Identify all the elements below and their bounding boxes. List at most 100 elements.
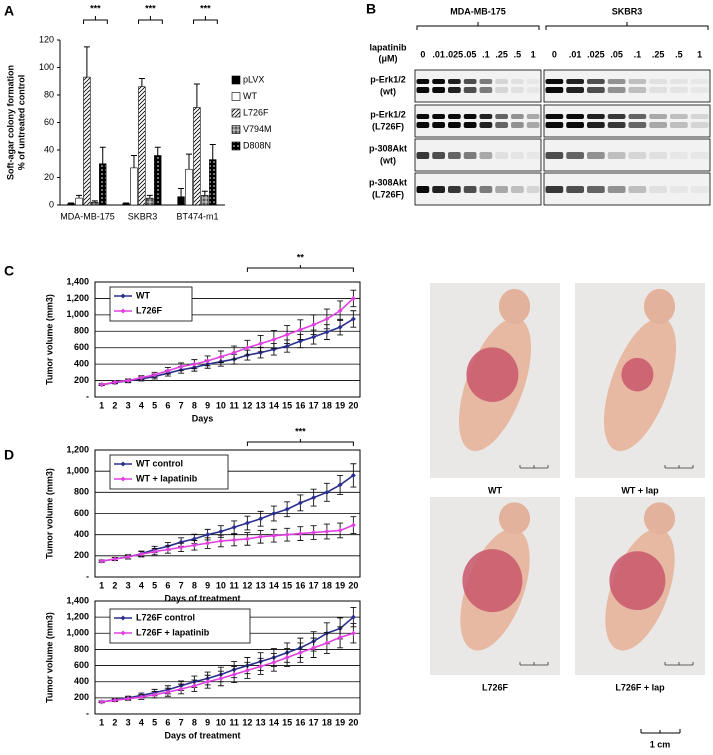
point (218, 528, 224, 534)
band (690, 186, 709, 193)
point (311, 530, 317, 536)
point (271, 533, 277, 539)
error-bar (146, 194, 153, 199)
band (479, 122, 493, 128)
point (284, 532, 290, 538)
band (511, 79, 524, 84)
band (607, 87, 626, 93)
y-tick-label: 20 (44, 172, 54, 182)
x-tick-label: 19 (335, 580, 345, 590)
significance-bracket (138, 16, 163, 24)
band (649, 186, 667, 193)
concentration-label: .25 (652, 49, 665, 59)
point (350, 472, 356, 478)
point (152, 549, 158, 555)
x-tick-label: 18 (322, 400, 332, 410)
y-tick-label: 40 (44, 144, 54, 154)
x-tick-label: 10 (216, 717, 226, 727)
band (463, 152, 477, 159)
band (432, 79, 445, 84)
band (690, 122, 709, 128)
x-tick-label: 1 (99, 400, 104, 410)
legend-marker (120, 476, 126, 482)
tumor (609, 551, 666, 611)
row-label: p-Erk1/2 (370, 109, 406, 119)
concentration-label: .1 (634, 49, 642, 59)
legend-marker (120, 308, 126, 314)
band (566, 186, 584, 193)
legend-box (109, 608, 251, 644)
blot-frame (543, 104, 711, 138)
band (479, 152, 493, 159)
legend-label: WT control (136, 458, 183, 468)
band (649, 87, 667, 93)
band (479, 87, 493, 93)
y-tick-label: 800 (74, 487, 89, 497)
band (511, 186, 524, 193)
x-tick-label: 20 (348, 580, 358, 590)
y-tick-label: 400 (74, 676, 89, 686)
row-label: (wt) (380, 86, 396, 96)
band (416, 152, 430, 159)
point (191, 542, 197, 548)
legend-marker (120, 630, 126, 636)
concentration-label: 1 (697, 49, 702, 59)
concentration-label: 0 (420, 49, 425, 59)
concentration-label: .25 (495, 49, 508, 59)
error-bar (185, 153, 192, 170)
point (99, 699, 105, 705)
concentration-label: .05 (464, 49, 477, 59)
band (649, 152, 667, 159)
x-tick-label: 4 (139, 717, 144, 727)
row-label: p-308Akt (369, 177, 407, 187)
y-axis-title: % of untreated control (16, 75, 26, 171)
point (205, 540, 211, 546)
point (258, 663, 264, 669)
tumor (462, 549, 523, 613)
cell-line-bracket (416, 22, 540, 30)
x-tick-label: 4 (139, 400, 144, 410)
x-tick-label: 17 (309, 717, 319, 727)
x-tick-label: 1 (99, 580, 104, 590)
point (205, 358, 211, 364)
band (432, 114, 445, 119)
blot-frame (543, 69, 711, 103)
error-bar (154, 146, 161, 156)
plot-frame (94, 281, 361, 398)
band (628, 152, 647, 159)
photo-scale-bar (519, 465, 549, 469)
x-tick-label: 15 (282, 400, 292, 410)
x-tick-label: 6 (165, 400, 170, 410)
point (244, 345, 250, 351)
panel-label: C (4, 263, 14, 279)
concentration-label: .01 (432, 49, 445, 59)
x-tick-label: 1 (99, 717, 104, 727)
band (587, 122, 605, 128)
point (350, 614, 356, 620)
mouse-head (498, 288, 531, 324)
photo-scale-bar (664, 465, 694, 469)
band (463, 79, 477, 84)
band (628, 114, 647, 119)
point (350, 630, 356, 636)
x-tick-label: 10 (216, 400, 226, 410)
error-bar (193, 83, 200, 108)
point (165, 368, 171, 374)
point (191, 361, 197, 367)
point (112, 379, 118, 385)
point (152, 692, 158, 698)
x-tick-label: 11 (229, 400, 239, 410)
concentration-label: .025 (587, 49, 605, 59)
x-tick-label: 20 (348, 717, 358, 727)
band (416, 122, 430, 128)
bar (130, 167, 138, 206)
point (178, 544, 184, 550)
x-tick-label: 7 (179, 580, 184, 590)
x-tick-label: 2 (112, 717, 117, 727)
x-tick-label: 18 (322, 580, 332, 590)
concentration-label: 1 (531, 49, 536, 59)
x-tick-label: 5 (152, 717, 157, 727)
y-tick-label: 1,000 (66, 466, 89, 476)
error-bar (68, 202, 75, 204)
